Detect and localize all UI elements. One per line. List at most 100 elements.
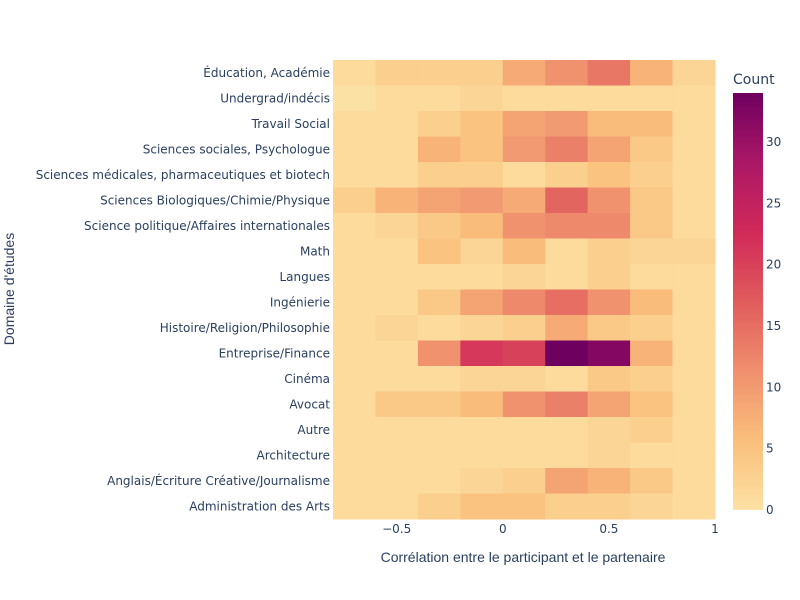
heatmap-cell: [375, 136, 419, 163]
heatmap-cell: [417, 136, 461, 163]
heatmap-cell: [630, 340, 674, 367]
heatmap-cell: [417, 60, 461, 86]
heatmap-cell: [672, 493, 716, 520]
heatmap-cell: [502, 315, 546, 341]
y-tick-label: Histoire/Religion/Philosophie: [160, 321, 330, 335]
heatmap-cell: [545, 213, 589, 239]
heatmap-cell: [672, 213, 716, 239]
heatmap-cell: [333, 136, 376, 163]
heatmap-cell: [630, 289, 674, 316]
colorbar-tick-label: 30: [766, 135, 781, 149]
y-tick-label: Langues: [279, 270, 330, 284]
y-tick-label: Administration des Arts: [189, 499, 330, 513]
heatmap-cell: [545, 60, 589, 86]
heatmap-cell: [502, 162, 546, 188]
y-tick-label: Cinéma: [284, 372, 330, 386]
heatmap-cell: [417, 366, 461, 392]
heatmap-cell: [417, 85, 461, 112]
heatmap-cell: [672, 289, 716, 316]
heatmap-cell: [460, 442, 504, 469]
heatmap-cell: [502, 111, 546, 137]
heatmap-cell: [417, 493, 461, 520]
heatmap-cell: [333, 187, 376, 214]
heatmap-cell: [460, 85, 504, 112]
heatmap-cells: [333, 60, 716, 520]
colorbar-tick-label: 0: [766, 503, 774, 517]
heatmap-cell: [587, 315, 631, 341]
heatmap-cell: [545, 340, 589, 367]
heatmap-cell: [333, 85, 376, 112]
heatmap-cell: [375, 60, 419, 86]
heatmap-cell: [545, 289, 589, 316]
heatmap-cell: [502, 366, 546, 392]
heatmap-cell: [417, 289, 461, 316]
heatmap-cell: [333, 213, 376, 239]
heatmap-cell: [460, 366, 504, 392]
heatmap-cell: [375, 111, 419, 137]
heatmap-cell: [630, 111, 674, 137]
y-tick-label: Undergrad/indécis: [220, 91, 330, 105]
heatmap-cell: [545, 391, 589, 418]
heatmap-cell: [672, 366, 716, 392]
heatmap-cell: [502, 289, 546, 316]
heatmap-cell: [587, 417, 631, 443]
y-tick-label: Sciences médicales, pharmaceutiques et b…: [36, 168, 330, 182]
heatmap-cell: [333, 60, 376, 86]
heatmap-cell: [587, 162, 631, 188]
heatmap-cell: [375, 187, 419, 214]
heatmap-cell: [630, 264, 674, 290]
colorbar-tick-label: 20: [766, 258, 781, 272]
heatmap-cell: [460, 391, 504, 418]
heatmap-cell: [672, 315, 716, 341]
y-tick-label: Autre: [297, 423, 330, 437]
heatmap-cell: [333, 468, 376, 494]
heatmap-cell: [630, 417, 674, 443]
heatmap-cell: [587, 187, 631, 214]
heatmap-cell: [375, 264, 419, 290]
heatmap-cell: [672, 417, 716, 443]
heatmap-cell: [672, 85, 716, 112]
heatmap-cell: [375, 468, 419, 494]
heatmap-cell: [502, 85, 546, 112]
heatmap-cell: [587, 60, 631, 86]
heatmap-cell: [545, 442, 589, 469]
y-axis-title: Domaine d'études: [1, 233, 17, 345]
heatmap-cell: [545, 468, 589, 494]
heatmap-cell: [502, 391, 546, 418]
heatmap-cell: [545, 111, 589, 137]
heatmap-cell: [587, 493, 631, 520]
heatmap-cell: [333, 162, 376, 188]
heatmap-cell: [333, 391, 376, 418]
y-tick-label: Sciences sociales, Psychologue: [143, 142, 330, 156]
heatmap-cell: [545, 315, 589, 341]
x-tick-label: 1: [711, 522, 719, 536]
heatmap-cell: [375, 366, 419, 392]
heatmap-cell: [672, 60, 716, 86]
colorbar-tick-label: 25: [766, 196, 781, 210]
heatmap-cell: [460, 238, 504, 265]
heatmap-cell: [672, 187, 716, 214]
heatmap-cell: [545, 187, 589, 214]
heatmap-cell: [460, 60, 504, 86]
heatmap-cell: [587, 136, 631, 163]
heatmap-cell: [587, 366, 631, 392]
heatmap-cell: [333, 417, 376, 443]
heatmap-cell: [672, 136, 716, 163]
heatmap-cell: [460, 468, 504, 494]
y-tick-label: Éducation, Académie: [203, 65, 330, 80]
heatmap-cell: [375, 391, 419, 418]
y-tick-label: Architecture: [257, 448, 330, 462]
heatmap-cell: [460, 213, 504, 239]
heatmap-cell: [375, 417, 419, 443]
heatmap-cell: [333, 315, 376, 341]
x-tick-labels: −0.5 0 0.5 1: [382, 522, 719, 536]
heatmap-cell: [417, 264, 461, 290]
heatmap-cell: [333, 366, 376, 392]
heatmap-cell: [630, 238, 674, 265]
heatmap-cell: [375, 213, 419, 239]
heatmap-cell: [630, 391, 674, 418]
heatmap-cell: [460, 187, 504, 214]
colorbar-tick-label: 15: [766, 319, 781, 333]
heatmap-cell: [587, 213, 631, 239]
heatmap-cell: [672, 340, 716, 367]
